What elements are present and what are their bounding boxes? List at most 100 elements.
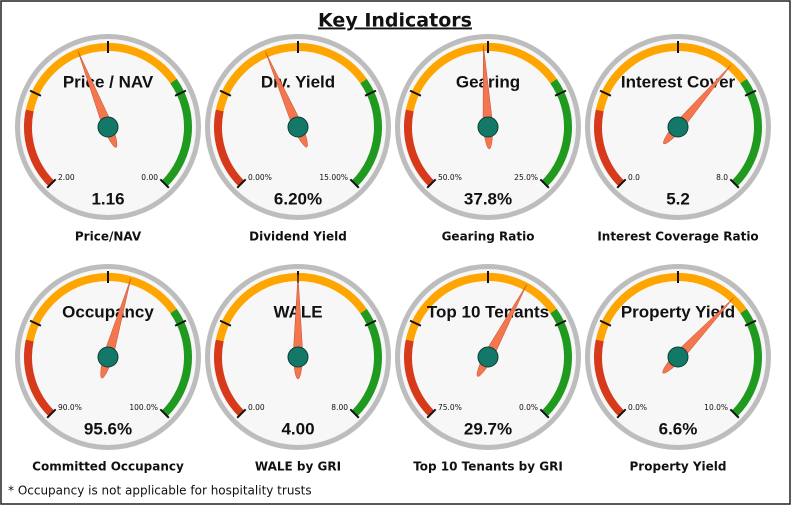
- gauge-tick: [744, 89, 757, 97]
- gauge-tick: [409, 319, 422, 327]
- gauge-tick: [174, 89, 187, 97]
- gauge-hub: [97, 116, 119, 138]
- gauge-caption: Dividend Yield: [249, 230, 347, 244]
- gauge-title: Price / NAV: [63, 72, 154, 91]
- gauge-hub: [97, 346, 119, 368]
- gauge-band: [404, 109, 435, 187]
- gauge-band: [594, 109, 625, 187]
- gauge-end-tick: [616, 178, 627, 189]
- gauge: 0.0 8.0 Interest Cover 5.2 Interest Coverage…: [585, 34, 771, 244]
- gauge-end-label: 100.0%: [129, 403, 158, 412]
- gauge-hub: [667, 346, 689, 368]
- gauge-tick: [364, 89, 377, 97]
- gauge-end-label: 10.0%: [704, 403, 728, 412]
- gauge-tick: [409, 89, 422, 97]
- gauge-end-tick: [236, 178, 247, 189]
- gauge-hub: [287, 116, 309, 138]
- gauge-tick: [599, 89, 612, 97]
- gauge-tick: [744, 319, 757, 327]
- gauge-end-tick: [159, 178, 170, 189]
- gauge-band: [215, 43, 367, 112]
- gauge-caption: WALE by GRI: [255, 460, 341, 474]
- gauge-band: [214, 339, 245, 417]
- gauge-end-tick: [349, 408, 360, 419]
- gauge-end-label: 0.00: [248, 403, 265, 412]
- gauge-tick: [554, 319, 567, 327]
- gauge: 0.0% 10.0% Property Yield 6.6% Property Yiel…: [585, 264, 771, 474]
- dashboard-title: Key Indicators: [318, 10, 472, 32]
- gauge-caption: Top 10 Tenants by GRI: [413, 460, 563, 474]
- gauge-hub: [667, 116, 689, 138]
- gauge-end-label: 90.0%: [58, 403, 82, 412]
- gauge-end-tick: [46, 178, 57, 189]
- gauge-end-label: 0.0: [628, 173, 640, 182]
- gauge-band: [24, 109, 55, 187]
- gauge-caption: Price/NAV: [75, 230, 142, 244]
- gauge-end-tick: [236, 408, 247, 419]
- footnote: * Occupancy is not applicable for hospit…: [8, 484, 312, 498]
- gauge-title: Div. Yield: [261, 72, 335, 91]
- gauge: 50.0% 25.0% Gearing 37.8% Gearing Ratio: [395, 34, 581, 244]
- gauge-end-label: 75.0%: [438, 403, 462, 412]
- gauge-band: [405, 43, 557, 112]
- gauge-caption: Gearing Ratio: [442, 230, 535, 244]
- gauge-title: Top 10 Tenants: [427, 302, 549, 321]
- gauge-tick: [29, 89, 42, 97]
- gauge-value: 29.7%: [464, 419, 512, 438]
- gauge-band: [25, 43, 177, 112]
- gauge-end-label: 0.00: [141, 173, 158, 182]
- gauge-value: 1.16: [91, 189, 124, 208]
- gauge-end-tick: [539, 178, 550, 189]
- gauge-end-label: 25.0%: [514, 173, 538, 182]
- gauge-title: Gearing: [456, 72, 520, 91]
- gauge-band: [25, 273, 177, 342]
- gauge: 75.0% 0.0% Top 10 Tenants 29.7% Top 10 Tenan…: [395, 264, 581, 474]
- gauge-end-tick: [46, 408, 57, 419]
- gauge-title: Interest Cover: [621, 72, 736, 91]
- gauge-band: [595, 273, 747, 342]
- gauge-title: Property Yield: [621, 302, 735, 321]
- gauge-end-label: 8.0: [716, 173, 728, 182]
- gauge-tick: [219, 319, 232, 327]
- gauge-hub: [287, 346, 309, 368]
- gauge-title: Occupancy: [62, 302, 154, 321]
- gauge-tick: [554, 89, 567, 97]
- gauge: 0.00% 15.00% Div. Yield 6.20% Dividend Yield: [205, 34, 391, 244]
- gauge-tick: [174, 319, 187, 327]
- gauge-end-label: 15.00%: [319, 173, 348, 182]
- gauge-value: 5.2: [666, 189, 690, 208]
- gauge-band: [214, 109, 245, 187]
- gauge-end-label: 0.0%: [519, 403, 538, 412]
- gauge-end-label: 0.00%: [248, 173, 272, 182]
- gauge-hub: [477, 346, 499, 368]
- gauge-end-tick: [426, 408, 437, 419]
- gauge-end-tick: [349, 178, 360, 189]
- gauge-band: [594, 339, 625, 417]
- gauge-hub: [477, 116, 499, 138]
- gauge: 2.00 0.00 Price / NAV 1.16 Price/NAV: [15, 34, 201, 244]
- gauge-end-tick: [159, 408, 170, 419]
- gauge-tick: [599, 319, 612, 327]
- gauge-value: 6.6%: [659, 419, 698, 438]
- gauge-band: [595, 43, 747, 112]
- gauge-caption: Property Yield: [630, 460, 727, 474]
- gauge-tick: [364, 319, 377, 327]
- gauge-band: [404, 339, 435, 417]
- gauge-end-tick: [729, 178, 740, 189]
- gauge-band: [215, 273, 367, 342]
- gauge-end-label: 2.00: [58, 173, 75, 182]
- gauge-value: 6.20%: [274, 189, 322, 208]
- gauge-end-tick: [426, 178, 437, 189]
- gauge-band: [405, 273, 557, 342]
- gauge-end-tick: [729, 408, 740, 419]
- gauge-tick: [219, 89, 232, 97]
- gauge-end-label: 50.0%: [438, 173, 462, 182]
- gauge-value: 95.6%: [84, 419, 132, 438]
- gauge-end-label: 0.0%: [628, 403, 647, 412]
- gauge: 90.0% 100.0% Occupancy 95.6% Committed Occup…: [15, 264, 201, 474]
- gauge-tick: [29, 319, 42, 327]
- gauge-band: [24, 339, 55, 417]
- gauge-caption: Interest Coverage Ratio: [597, 230, 758, 244]
